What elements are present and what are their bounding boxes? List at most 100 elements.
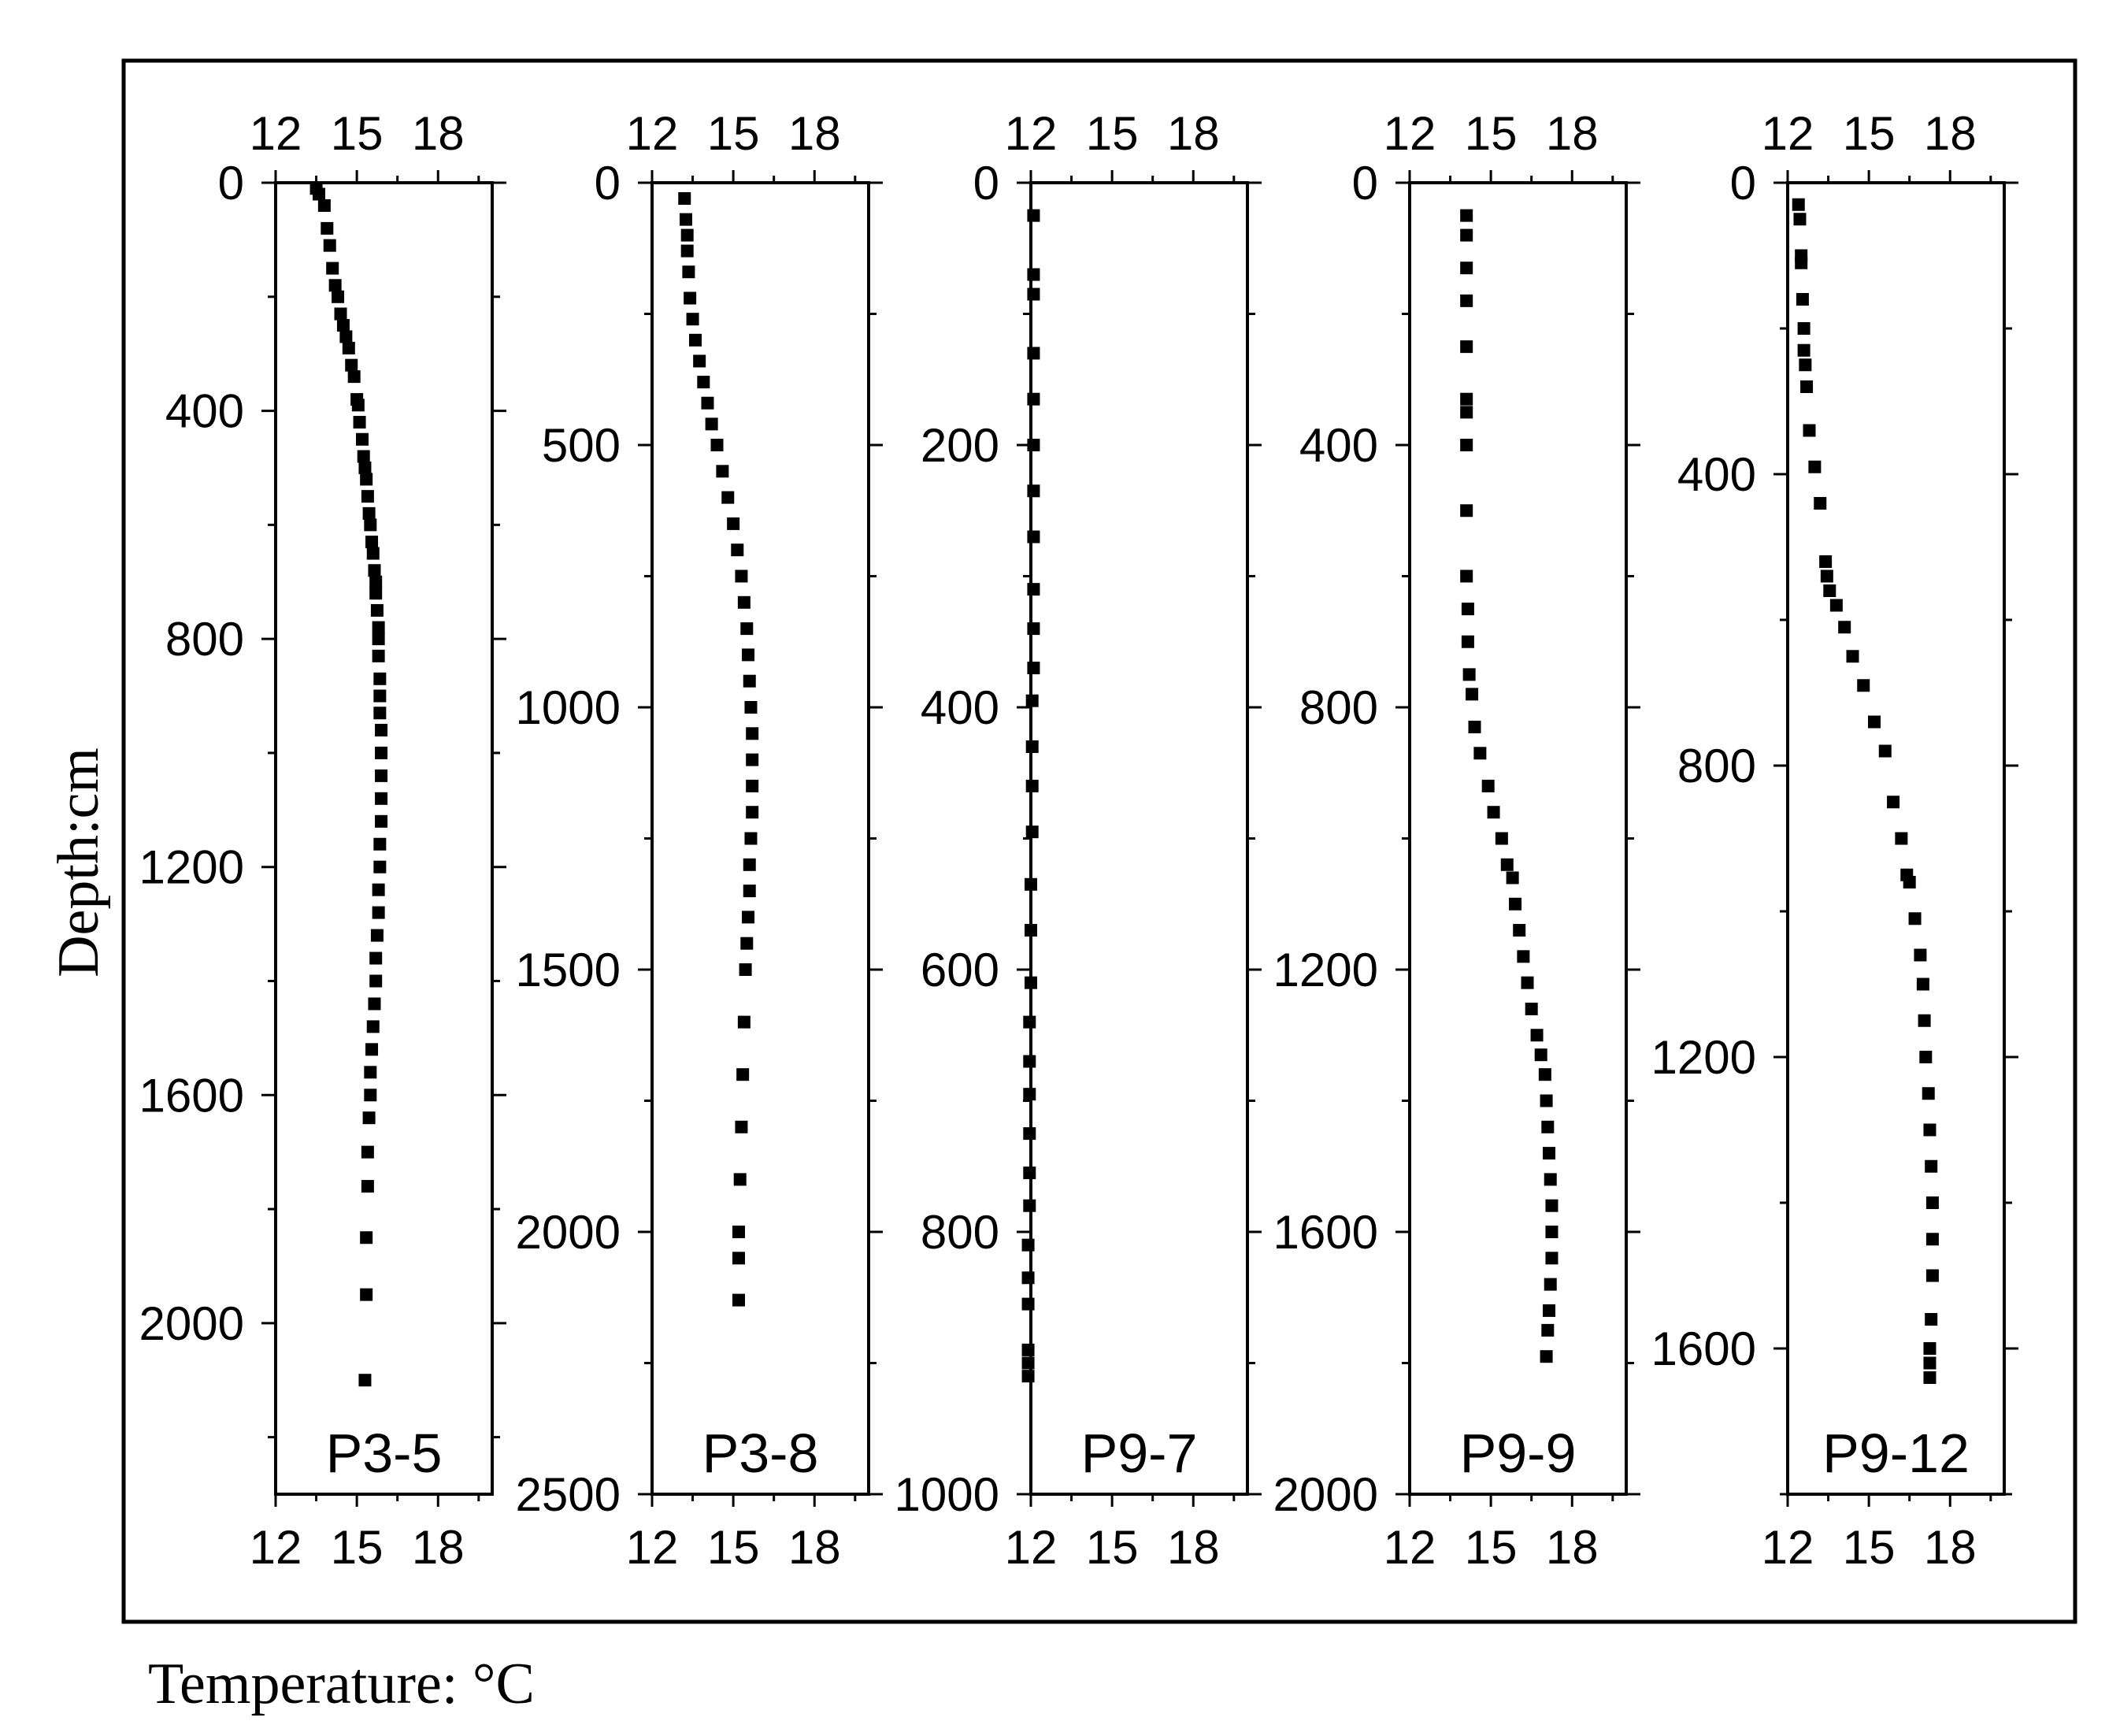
data-point	[1925, 1196, 1939, 1209]
data-point	[360, 1288, 373, 1301]
data-point	[1021, 1238, 1035, 1252]
data-point	[372, 649, 385, 662]
data-point	[1025, 877, 1037, 891]
data-point	[743, 674, 756, 688]
data-point	[1868, 715, 1881, 729]
data-point	[375, 723, 388, 736]
data-point	[1021, 1297, 1035, 1311]
data-point	[1027, 484, 1040, 498]
data-point	[362, 506, 376, 520]
data-point	[1460, 340, 1473, 354]
data-point	[1922, 1087, 1935, 1100]
data-point	[1829, 599, 1843, 612]
x-tick-label-top: 15	[707, 107, 760, 160]
data-point	[1925, 1159, 1938, 1173]
data-point	[1506, 871, 1519, 885]
data-point	[1460, 294, 1473, 307]
data-point	[1923, 1371, 1937, 1384]
data-point	[332, 290, 345, 303]
data-point	[721, 491, 735, 504]
y-tick-label: 1000	[516, 681, 621, 734]
y-tick-label: 400	[1677, 448, 1756, 501]
data-point	[1500, 858, 1514, 871]
x-tick-label-bottom: 18	[1924, 1521, 1977, 1574]
data-point	[347, 370, 361, 384]
y-tick-label: 800	[921, 1206, 999, 1259]
data-point	[369, 951, 383, 965]
y-tick-label: 200	[921, 419, 999, 472]
data-point	[1481, 779, 1495, 792]
data-point	[743, 885, 756, 898]
x-tick-label-top: 18	[412, 107, 465, 160]
data-point	[372, 632, 385, 646]
data-point	[1021, 1370, 1035, 1383]
data-point	[1027, 662, 1040, 675]
data-point	[1919, 1051, 1933, 1063]
x-tick-label-bottom: 15	[707, 1521, 760, 1574]
data-point	[375, 769, 388, 782]
x-tick-label-top: 15	[331, 107, 384, 160]
data-point	[1543, 1304, 1556, 1317]
x-tick-label-bottom: 15	[1086, 1521, 1139, 1574]
y-tick-label: 0	[1352, 157, 1378, 210]
x-tick-label-top: 18	[1924, 107, 1977, 160]
data-point	[740, 622, 754, 636]
data-point	[746, 753, 759, 766]
data-point	[1540, 1094, 1553, 1107]
data-point	[362, 1111, 376, 1125]
data-point	[368, 564, 381, 577]
data-point	[1541, 1323, 1555, 1337]
data-point	[1544, 1173, 1557, 1186]
data-point	[323, 239, 336, 252]
x-tick-label-bottom: 12	[626, 1521, 679, 1574]
panel-label: P3-8	[702, 1423, 819, 1484]
data-point	[360, 473, 373, 486]
data-point	[682, 265, 695, 279]
data-point	[1025, 694, 1039, 707]
data-point	[328, 279, 342, 292]
y-tick-label: 0	[1730, 157, 1756, 210]
data-point	[1517, 950, 1530, 963]
data-point	[701, 396, 714, 410]
plot-frame	[1408, 181, 1628, 1496]
data-point	[1025, 924, 1037, 937]
data-point	[364, 1089, 377, 1102]
data-point	[1796, 293, 1809, 306]
data-point	[375, 792, 388, 805]
data-point	[689, 333, 702, 347]
data-point	[732, 1252, 745, 1265]
data-point	[742, 648, 755, 662]
data-point	[746, 779, 759, 792]
data-point	[731, 543, 744, 557]
data-point	[735, 569, 748, 583]
data-point	[1021, 1343, 1035, 1356]
data-point	[1495, 832, 1508, 845]
panel-P9-12: 12 12 15 15 18 18 0 400 800 1200 1600 P9-12	[1651, 107, 2018, 1574]
data-point	[369, 575, 383, 588]
data-point	[373, 672, 387, 685]
data-point	[1540, 1350, 1553, 1363]
data-point	[372, 906, 385, 919]
x-tick-label-top: 18	[1546, 107, 1599, 160]
data-point	[1023, 1167, 1036, 1180]
data-point	[680, 244, 694, 258]
data-point	[1914, 948, 1927, 962]
x-tick-label-top: 15	[1843, 107, 1896, 160]
x-tick-label-bottom: 15	[1843, 1521, 1896, 1574]
data-point	[334, 307, 347, 321]
y-tick-label: 800	[165, 613, 244, 666]
data-point	[365, 536, 379, 549]
data-point	[1541, 1120, 1555, 1133]
data-point	[1027, 439, 1040, 451]
data-point	[1887, 796, 1900, 809]
data-point	[366, 1020, 380, 1033]
data-point	[1027, 347, 1040, 360]
data-point	[373, 689, 387, 703]
data-point	[1023, 1127, 1036, 1141]
data-point	[1908, 912, 1922, 925]
plot-frame	[1029, 181, 1249, 1496]
data-point	[360, 1231, 373, 1245]
data-point	[678, 191, 691, 205]
data-point	[1823, 584, 1836, 597]
data-point	[313, 187, 325, 201]
